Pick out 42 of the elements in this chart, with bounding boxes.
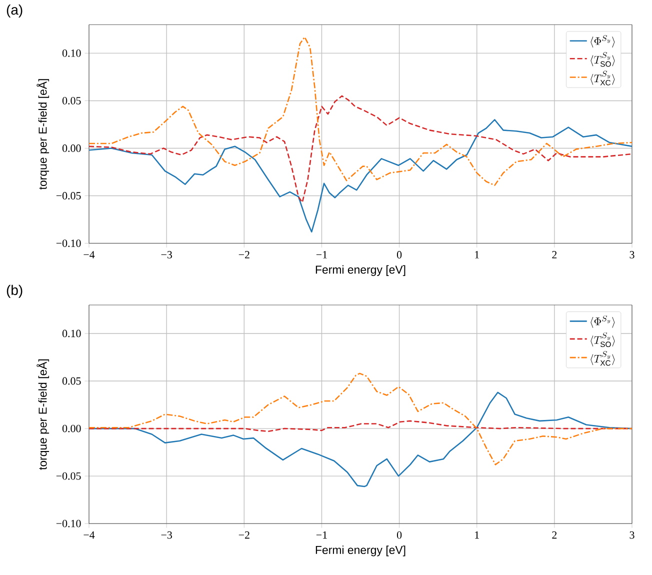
legend-label: $\langle T_{\mathrm{SO}}^{S_y} \rangle$ — [590, 332, 615, 348]
y-tick-label: 0.00 — [62, 424, 81, 432]
legend-label: $\langle T_{\mathrm{XC}}^{S_y} \rangle$ — [590, 351, 615, 366]
x-tick-label: 2 — [552, 531, 557, 539]
y-tick-label: 0.10 — [62, 330, 81, 338]
y-tick-label: 0.10 — [62, 49, 81, 57]
line-series — [89, 372, 632, 466]
y-tick-label: −0.10 — [56, 240, 81, 248]
x-tick-label: 2 — [552, 251, 557, 258]
x-tick-label: −4 — [84, 531, 95, 539]
line-series — [89, 95, 632, 204]
x-tick-label: −4 — [84, 251, 95, 258]
chart-title: (b) — [6, 284, 22, 298]
legend-label: $\langle T_{\mathrm{SO}}^{S_y} \rangle$ — [590, 52, 615, 67]
chart-title: (a) — [6, 4, 22, 18]
line-series — [89, 119, 632, 233]
x-tick-label: 1 — [475, 531, 479, 539]
y-tick-label: 0.00 — [62, 144, 81, 152]
x-tick-label: −1 — [316, 531, 327, 539]
y-axis-title: torque per E-field [eÅ] — [36, 79, 50, 190]
x-tick-label: −3 — [161, 251, 172, 258]
legend-label: $\langle \Phi^{S_y} \rangle$ — [590, 35, 615, 48]
legend-label: $\langle T_{\mathrm{XC}}^{S_y} \rangle$ — [590, 70, 615, 86]
x-tick-label: 0 — [396, 251, 402, 258]
y-tick-label: −0.10 — [56, 520, 81, 528]
x-tick-label: 3 — [630, 251, 634, 258]
line-series — [89, 36, 632, 186]
x-tick-label: −3 — [161, 531, 172, 539]
x-tick-label: −2 — [238, 531, 250, 539]
x-tick-label: 3 — [630, 531, 634, 539]
x-tick-label: −1 — [316, 251, 327, 258]
y-tick-label: −0.05 — [56, 192, 81, 200]
x-tick-label: 1 — [475, 251, 479, 258]
y-tick-label: −0.05 — [56, 472, 81, 480]
y-tick-label: 0.05 — [62, 377, 81, 385]
y-axis-title: torque per E-field [eÅ] — [36, 359, 50, 470]
x-tick-label: 0 — [396, 531, 402, 539]
x-axis-title: Fermi energy [eV] — [316, 265, 406, 276]
x-axis-title: Fermi energy [eV] — [316, 546, 406, 556]
legend-label: $\langle \Phi^{S_y} \rangle$ — [590, 316, 615, 328]
x-tick-label: −2 — [238, 251, 250, 258]
y-tick-label: 0.05 — [62, 97, 81, 104]
